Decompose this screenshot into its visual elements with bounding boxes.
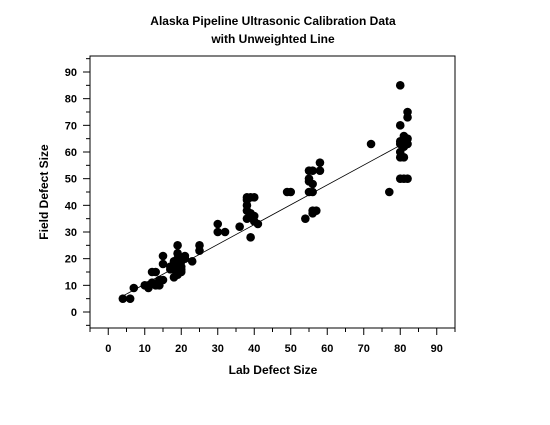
data-point	[250, 193, 259, 202]
chart-subtitle: with Unweighted Line	[210, 32, 335, 46]
x-tick-label: 30	[212, 343, 224, 355]
data-point	[181, 254, 190, 263]
data-point	[195, 246, 204, 255]
y-tick-label: 10	[65, 280, 77, 292]
data-point	[151, 268, 160, 277]
y-tick-label: 50	[65, 174, 77, 186]
x-tick-label: 40	[248, 343, 260, 355]
y-tick-label: 70	[65, 120, 77, 132]
data-point	[396, 81, 405, 90]
data-point	[286, 188, 295, 197]
x-tick-label: 0	[105, 343, 111, 355]
data-point	[159, 252, 168, 261]
y-tick-label: 20	[65, 254, 77, 266]
data-point	[301, 214, 310, 223]
chart-title: Alaska Pipeline Ultrasonic Calibration D…	[150, 14, 396, 28]
data-point	[254, 220, 263, 229]
x-tick-label: 90	[431, 343, 443, 355]
data-point	[130, 284, 139, 293]
data-point	[177, 268, 186, 277]
y-tick-label: 80	[65, 94, 77, 106]
data-point	[403, 174, 412, 183]
data-point	[367, 140, 376, 149]
y-axis-label: Field Defect Size	[37, 144, 51, 240]
data-point	[400, 153, 409, 162]
data-point	[159, 276, 168, 285]
axis-ticks: 0 10 20 30 40 50 60 70 80 90 0 10 20 30 40 50 60 70 80 90	[65, 59, 455, 355]
data-point	[316, 166, 325, 175]
data-point	[159, 260, 168, 269]
y-tick-label: 90	[65, 67, 77, 79]
data-point	[385, 188, 394, 197]
data-point	[403, 140, 412, 149]
data-point	[126, 294, 135, 303]
unweighted-fit-line	[123, 141, 408, 296]
x-tick-label: 70	[358, 343, 370, 355]
x-tick-label: 80	[394, 343, 406, 355]
y-tick-label: 30	[65, 227, 77, 239]
data-point	[213, 220, 222, 229]
data-point	[308, 188, 317, 197]
data-point	[173, 241, 182, 250]
x-axis-label: Lab Defect Size	[229, 363, 318, 377]
x-tick-label: 10	[139, 343, 151, 355]
y-tick-label: 40	[65, 200, 77, 212]
data-points	[119, 81, 412, 303]
x-tick-label: 20	[175, 343, 187, 355]
data-point	[312, 206, 321, 215]
data-point	[235, 222, 244, 231]
x-tick-label: 60	[321, 343, 333, 355]
y-tick-label: 60	[65, 147, 77, 159]
data-point	[403, 113, 412, 122]
data-point	[396, 121, 405, 130]
y-tick-label: 0	[71, 307, 77, 319]
data-point	[308, 180, 317, 189]
data-point	[221, 228, 230, 237]
data-point	[246, 233, 255, 242]
data-point	[173, 249, 182, 258]
data-point	[316, 158, 325, 167]
data-point	[188, 257, 197, 266]
x-tick-label: 50	[285, 343, 297, 355]
